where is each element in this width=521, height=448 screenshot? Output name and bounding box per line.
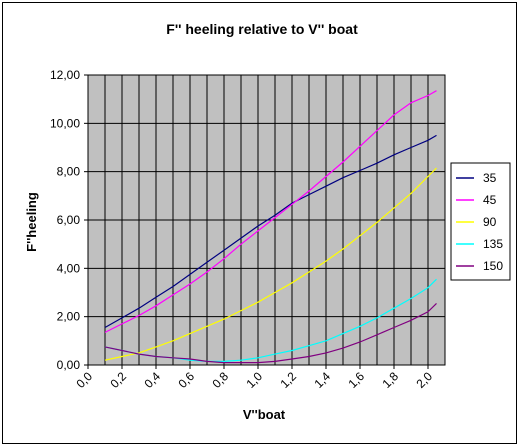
x-axis-title: V''boat: [243, 407, 286, 422]
x-tick-labels: 0,0 0,2 0,4 0,6 0,8 1,0 1,2 1,4 1,6 1,8 2,0: [73, 365, 435, 391]
x-tick-label: 2,0: [413, 369, 435, 391]
series-line-45: [104, 90, 437, 333]
y-tick-label: 6,00: [57, 213, 81, 227]
y-tick-label: 12,00: [50, 68, 80, 82]
x-tick-label: 1,2: [277, 369, 299, 391]
y-tick-labels: 0,00 2,00 4,00 6,00 8,00 10,00 12,00: [50, 68, 88, 372]
y-tick-label: 2,00: [57, 310, 81, 324]
legend-label-135: 135: [483, 237, 503, 251]
x-tick-label: 0,6: [175, 369, 197, 391]
series-line-90: [104, 167, 437, 361]
legend-label-45: 45: [483, 193, 497, 207]
legend-label-35: 35: [483, 171, 497, 185]
chart-title: F'' heeling relative to V'' boat: [166, 21, 358, 37]
legend: 35 45 90 135 150: [450, 162, 511, 281]
x-tick-label: 0,0: [73, 369, 95, 391]
x-tick-label: 1,6: [345, 369, 367, 391]
series-line-35: [104, 134, 437, 329]
y-tick-label: 0,00: [57, 358, 81, 372]
legend-label-90: 90: [483, 215, 497, 229]
y-tick-label: 10,00: [50, 116, 80, 130]
x-tick-label: 0,8: [209, 369, 231, 391]
y-tick-label: 4,00: [57, 261, 81, 275]
x-tick-label: 0,4: [141, 369, 163, 391]
y-tick-label: 8,00: [57, 165, 81, 179]
x-tick-label: 0,2: [107, 369, 129, 391]
grid-lines: [88, 75, 445, 365]
x-tick-label: 1,8: [379, 369, 401, 391]
x-tick-label: 1,4: [311, 369, 333, 391]
plot-border: [87, 74, 446, 366]
x-tick-label: 1,0: [243, 369, 265, 391]
legend-label-150: 150: [483, 259, 503, 273]
series-lines: [104, 90, 437, 364]
y-axis-title: F''heeling: [24, 192, 39, 252]
series-line-150: [104, 302, 437, 364]
